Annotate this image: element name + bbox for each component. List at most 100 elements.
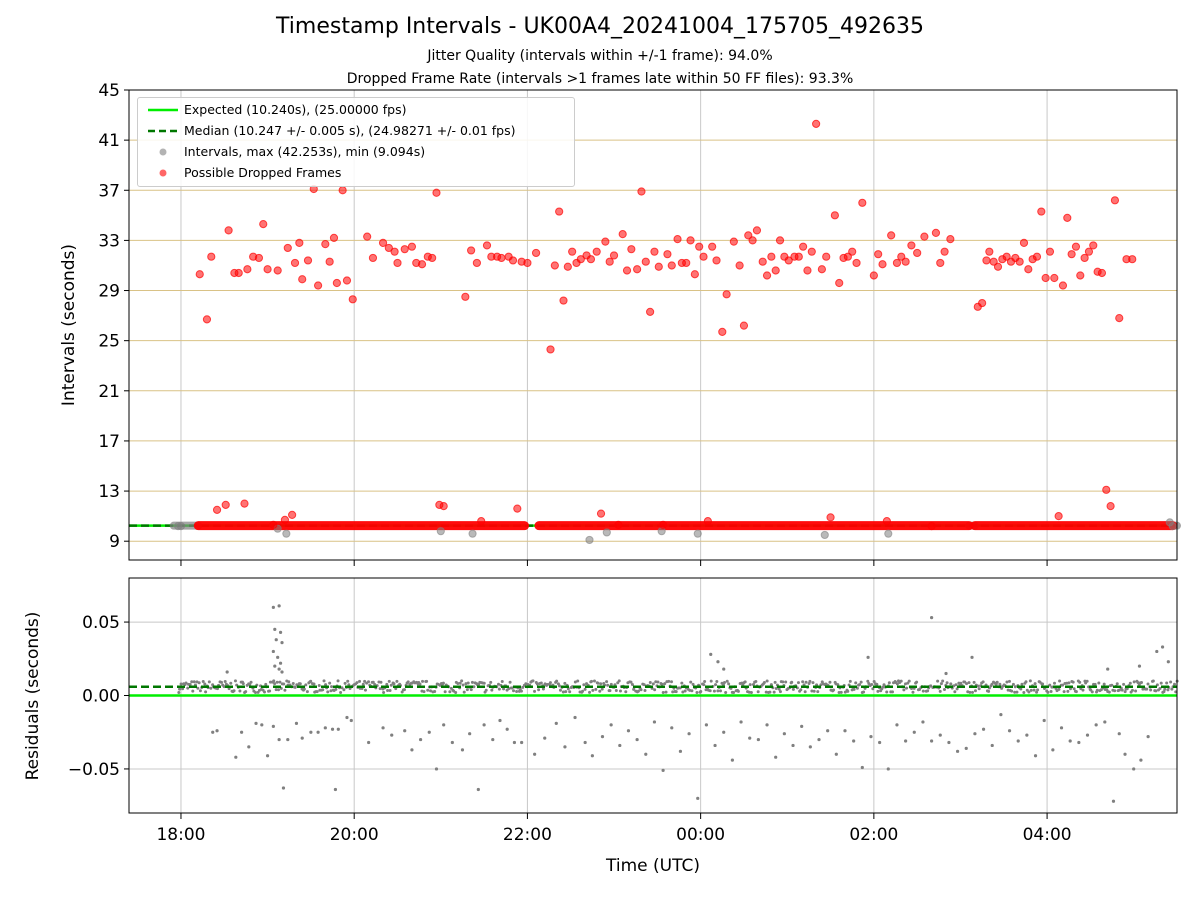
residual-point [442,723,446,727]
residual-band-point [907,679,911,683]
dropped-frame-point [508,256,518,265]
residual-point [756,737,760,742]
dropped-frame-point [221,500,230,509]
dropped-frame-point [695,242,704,251]
residual-point [866,655,870,659]
residual-band-point [1015,690,1019,694]
residual-band-point [1072,687,1076,691]
residual-band-point [1162,690,1166,694]
residual-band-point [791,687,795,691]
residual-band-point [1078,680,1082,684]
residual-band-point [1134,689,1138,693]
residual-point [349,718,353,723]
residual-band-point [207,680,211,684]
dropped-frame-point [384,243,393,253]
residual-band-point [591,688,595,692]
residual-point [970,655,974,659]
residual-band-point [691,682,695,686]
residual-band-point [777,687,781,691]
residual-point [609,723,613,727]
dropped-frame-point [887,231,896,240]
residual-band-point [1007,679,1011,683]
residual-band-point [609,682,613,686]
residual-band-point [334,687,338,691]
residual-point [345,715,349,720]
dropped-frame-point [690,270,699,279]
jitter-quality-subtitle: Jitter Quality (intervals within +/-1 fr… [427,48,773,64]
dropped-frame-point [513,504,522,513]
residual-band-point [1128,681,1132,685]
residual-band-point [998,682,1002,686]
dropped-frame-point [439,502,448,511]
residual-band-point [177,691,181,695]
dropped-frame-point [432,188,441,197]
residual-band-point [277,688,281,692]
residual-point [652,720,657,724]
dropped-frame-point [1110,196,1120,205]
residual-point [722,667,726,671]
residual-point [973,732,977,736]
residual-band-point [336,679,340,683]
residual-band-point [699,690,703,694]
residual-band-point [617,679,621,683]
residual-point [323,726,327,730]
residual-band-point [903,682,907,686]
dropped-frame-point [1058,281,1068,290]
dropped-frame-point [1076,271,1085,280]
dropped-frame-point [329,233,339,242]
residual-band-point [852,687,856,691]
residual-point [1166,660,1170,664]
residual-band-point [1058,679,1062,683]
residual-band-point [911,690,915,694]
residual-point [1139,758,1143,762]
dropped-frame-point [641,257,650,266]
residual-band-point [1029,688,1033,692]
residual-band-point [614,689,618,693]
residual-band-point [379,680,383,684]
dropped-frame-point [1102,485,1111,494]
dropped-frame-point [940,247,949,256]
residual-point [1146,735,1150,739]
residual-band-point [1117,688,1121,692]
residual-band-point [895,682,899,686]
residual-point [271,724,275,728]
residual-band-point [921,689,925,693]
dropped-frame-point [654,262,663,271]
residual-band-point [232,689,236,693]
residual-point [999,712,1003,717]
residual-point [1132,767,1136,771]
residual-band-point [382,691,386,695]
residual-point [1042,718,1046,723]
dropped-frame-point [993,262,1003,271]
residual-band-point [756,690,760,694]
residual-band-point [421,679,425,683]
bottom-ylabel: Residuals (seconds) [23,612,43,781]
residual-band-point [1123,690,1127,694]
top-ytick-label: 41 [98,131,120,151]
residual-band-point [531,679,535,683]
residual-band-point [1068,687,1072,691]
dropped-frame-point [771,266,780,275]
residual-point [234,755,238,759]
residual-band-point [283,688,287,692]
residual-band-point [329,689,333,693]
dropped-frame-point [550,261,559,270]
interval-point [176,522,186,531]
residual-band-point [876,689,880,693]
residual-band-point [1163,687,1167,691]
residual-band-point [204,690,208,694]
residual-band-point [618,689,622,693]
dropped-frame-point [298,275,307,284]
dropped-frame-point [794,252,803,261]
legend-item-intervals: Intervals, max (42.253s), min (9.094s) [138,142,574,162]
residual-band-point [1032,688,1036,692]
residual-point [791,743,795,748]
dropped-frame-point [667,261,676,270]
dropped-frame-point [931,228,941,237]
dropped-frame-point [378,238,388,248]
residual-band-point [179,682,183,686]
residual-band-point [972,680,976,684]
residual-band-point [784,680,788,684]
residual-band-point [564,690,568,694]
dropped-frame-point [627,245,636,254]
